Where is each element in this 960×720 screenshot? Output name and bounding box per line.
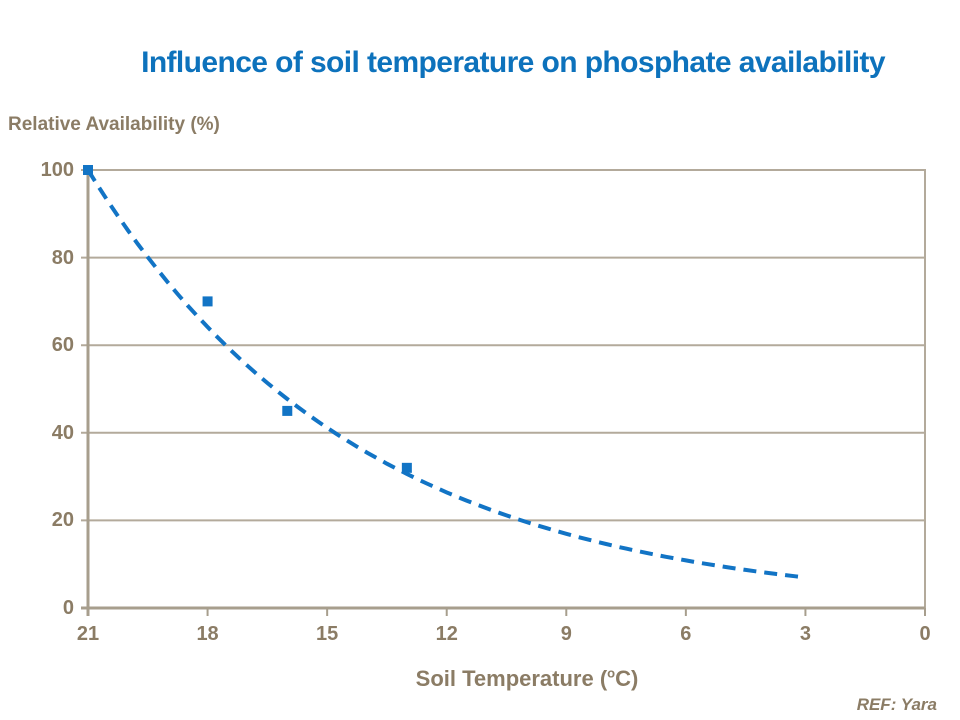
trend-curve [86,168,806,580]
data-point-marker-1 [202,296,213,307]
x-tick-label-6: 6 [680,623,692,645]
x-axis-title-suffix: C) [615,666,639,691]
x-axis-title: Soil Temperature (oC) [416,666,639,692]
x-tick-label-9: 9 [560,623,572,645]
y-tick-label-100: 100 [40,159,74,181]
data-point-marker-2 [282,405,293,416]
y-tick-label-80: 80 [51,246,74,269]
y-axis-title: Relative Availability (%) [8,114,220,135]
x-axis-title-superscript: o [607,665,616,681]
x-tick-label-3: 3 [799,623,811,645]
x-tick-label-15: 15 [316,623,339,645]
y-tick-label-60: 60 [51,334,74,357]
reference-credit: REF: Yara [856,695,937,714]
x-tick-label-0: 0 [919,623,931,645]
data-point-marker-0 [83,165,93,175]
x-tick-label-12: 12 [435,623,458,645]
x-axis-title-prefix: Soil Temperature ( [415,666,608,691]
data-point-marker-3 [401,462,412,473]
y-tick-label-20: 20 [51,509,74,532]
y-tick-label-40: 40 [51,421,74,444]
x-tick-label-18: 18 [196,623,219,645]
x-tick-label-21: 21 [76,623,100,645]
chart-title: Influence of soil temperature on phospha… [141,46,885,79]
y-tick-label-0: 0 [62,597,74,619]
